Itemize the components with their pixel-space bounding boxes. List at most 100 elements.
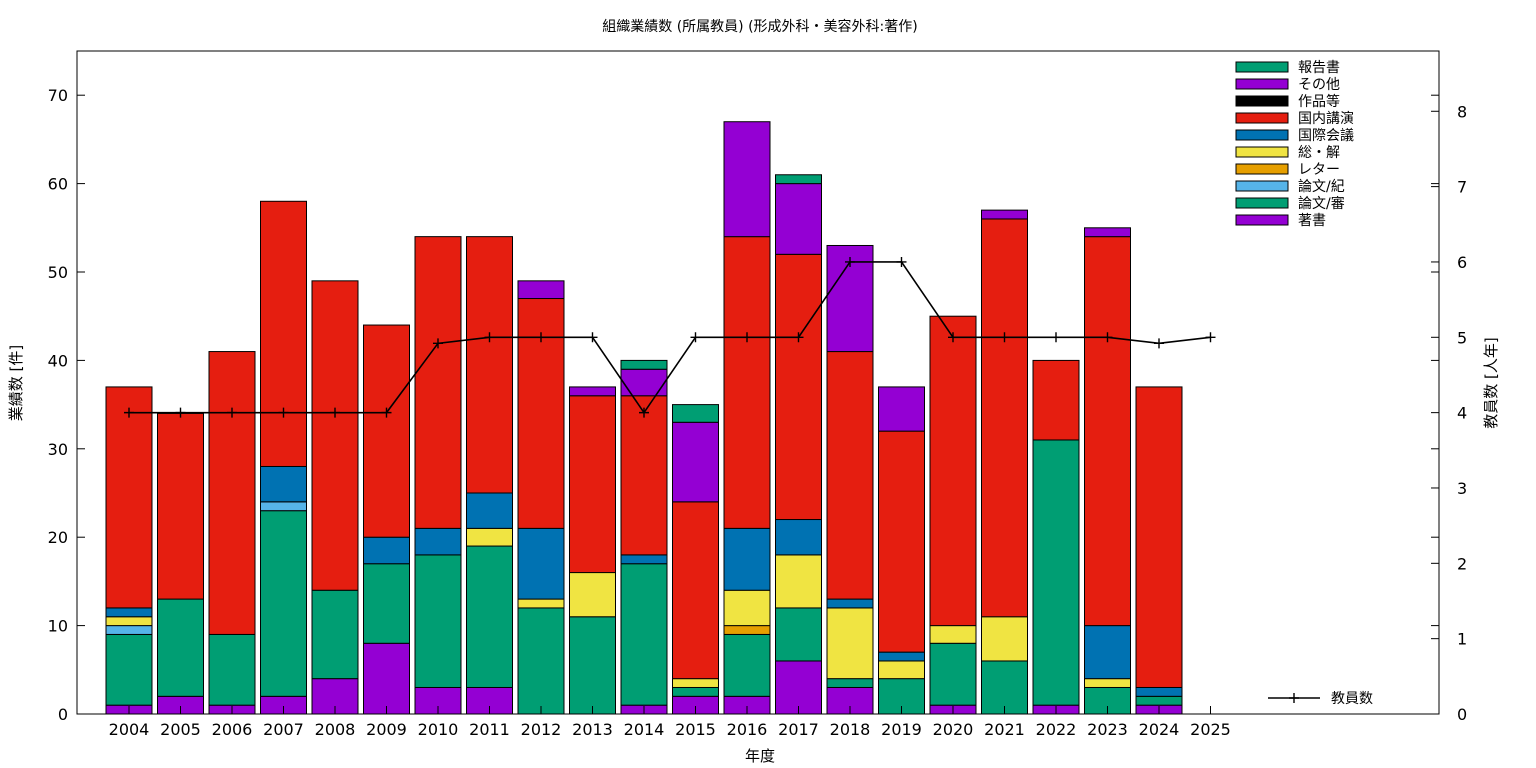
- line-point-2012: [536, 332, 546, 343]
- y2-tick-label: 8: [1457, 102, 1467, 121]
- x-tick-label: 2024: [1139, 720, 1180, 739]
- y2-tick-label: 6: [1457, 253, 1467, 272]
- x-tick-label: 2019: [881, 720, 922, 739]
- x-tick-label: 2004: [109, 720, 150, 739]
- line-legend-label: 教員数: [1331, 691, 1373, 707]
- legend-swatch: [1235, 146, 1289, 158]
- y2-axis-label: 教員数 [人年]: [1482, 337, 1500, 428]
- bar-segment-2005-s1: [157, 598, 204, 697]
- legend-label: 論文/審: [1298, 196, 1345, 212]
- bar-segment-2018-s5: [826, 598, 874, 609]
- bar-segment-2016-s3: [723, 625, 771, 635]
- line-point-2017: [793, 332, 804, 343]
- x-tick-label: 2014: [624, 720, 665, 739]
- bar-segment-2017-s4: [775, 554, 822, 609]
- y2-tick-label: 4: [1457, 404, 1467, 423]
- bar-segment-2011-s6: [466, 236, 513, 494]
- bar-segment-2011-s5: [466, 492, 513, 529]
- bar-segment-2014-s5: [620, 554, 668, 565]
- legend-label: 論文/紀: [1298, 179, 1345, 195]
- bar-segment-2013-s4: [569, 572, 616, 618]
- bar-segment-2010-s6: [414, 236, 462, 529]
- bar-segment-2023-s8: [1084, 227, 1131, 238]
- x-tick-label: 2013: [572, 720, 613, 739]
- x-tick-label: 2020: [933, 720, 974, 739]
- bar-segment-2017-s1: [775, 607, 822, 662]
- x-tick-label: 2023: [1087, 720, 1128, 739]
- bar-segment-2004-s6: [105, 386, 153, 609]
- x-tick-label: 2010: [418, 720, 459, 739]
- line-point-2016: [742, 332, 752, 343]
- x-axis-label: 年度: [745, 747, 775, 765]
- y2-tick-label: 2: [1457, 554, 1467, 573]
- bar-segment-2010-s1: [414, 554, 462, 688]
- line-point-2007: [278, 407, 289, 418]
- line-point-2009: [381, 407, 392, 418]
- bar-segment-2012-s1: [517, 607, 565, 715]
- bar-segment-2024-s5: [1135, 686, 1183, 697]
- bar-segment-2013-s8: [569, 386, 616, 397]
- x-tick-label: 2007: [263, 720, 304, 739]
- bar-segment-2004-s4: [105, 616, 153, 627]
- line-point-2006: [227, 407, 237, 418]
- bar-segment-2011-s4: [466, 527, 513, 547]
- line-point-2024: [1154, 338, 1164, 349]
- bar-segment-2010-s5: [414, 527, 462, 556]
- bar-segment-2020-s6: [929, 315, 977, 627]
- x-tick-label: 2021: [984, 720, 1025, 739]
- y2-tick-label: 0: [1457, 705, 1467, 724]
- x-tick-label: 2008: [315, 720, 356, 739]
- bar-segment-2006-s1: [208, 633, 256, 706]
- y2-tick-label: 3: [1457, 479, 1467, 498]
- bar-segment-2017-s5: [775, 519, 822, 556]
- bar-segment-2016-s4: [723, 589, 771, 627]
- line-point-2022: [1051, 332, 1061, 343]
- bar-segment-2017-s8: [775, 183, 822, 255]
- bar-segment-2014-s6: [620, 395, 668, 556]
- line-point-2019: [896, 256, 907, 267]
- bar-segment-2018-s1: [826, 678, 874, 688]
- x-axis-ticks: 2004 2005 2006 2007 2008 2009 2010 2011 2012 2013…: [109, 706, 1231, 739]
- bar-segment-2021-s6: [981, 218, 1028, 618]
- bar-segment-2016-s1: [723, 633, 771, 697]
- line-point-2021: [999, 332, 1010, 343]
- y-axis-ticks: 0 10 20 30 40 50 60 70: [48, 86, 1439, 724]
- bar-segment-2019-s4: [878, 660, 925, 680]
- bar-segment-2015-s9: [672, 404, 719, 423]
- line-point-2018: [845, 256, 855, 267]
- line-point-2025: [1205, 332, 1216, 343]
- y2-tick-label: 7: [1457, 178, 1467, 197]
- bar-segment-2013-s6: [569, 395, 616, 574]
- bar-segment-2008-s1: [311, 589, 359, 680]
- bar-segment-2017-s6: [775, 253, 822, 521]
- line-series-path: [129, 261, 1211, 415]
- bar-segment-2016-s6: [723, 236, 771, 529]
- x-tick-label: 2011: [469, 720, 510, 739]
- line-point-2004: [124, 407, 134, 418]
- y2-tick-label: 1: [1457, 630, 1467, 649]
- bar-segment-2018-s4: [826, 607, 874, 680]
- chart-title: 組織業績数 (所属教員) (形成外科・美容外科:著作): [602, 18, 917, 35]
- bar-segment-2015-s8: [672, 421, 719, 503]
- bar-segment-2015-s4: [672, 678, 719, 688]
- y-axis-label: 業績数 [件]: [7, 345, 25, 421]
- bar-segment-2014-s9: [620, 359, 668, 370]
- x-tick-label: 2018: [830, 720, 871, 739]
- legend-label: 国際会議: [1298, 127, 1354, 144]
- bar-segment-2020-s4: [929, 625, 977, 644]
- line-point-2005: [175, 407, 186, 418]
- y2-axis-ticks: 0 1 2 3 4 5 6 7 8: [1431, 102, 1467, 724]
- bars-layer: [105, 121, 1183, 715]
- line-point-2015: [690, 332, 701, 343]
- bar-segment-2012-s4: [517, 598, 565, 609]
- bar-segment-2015-s1: [672, 686, 719, 697]
- y-tick-label: 30: [48, 440, 68, 459]
- legend-label: 著書: [1298, 213, 1326, 229]
- bar-segment-2007-s2: [260, 501, 307, 512]
- line-legend-marker: [1289, 693, 1299, 703]
- bar-segment-2023-s5: [1084, 625, 1131, 680]
- bar-segment-2004-s2: [105, 625, 153, 635]
- y-tick-label: 0: [58, 705, 68, 724]
